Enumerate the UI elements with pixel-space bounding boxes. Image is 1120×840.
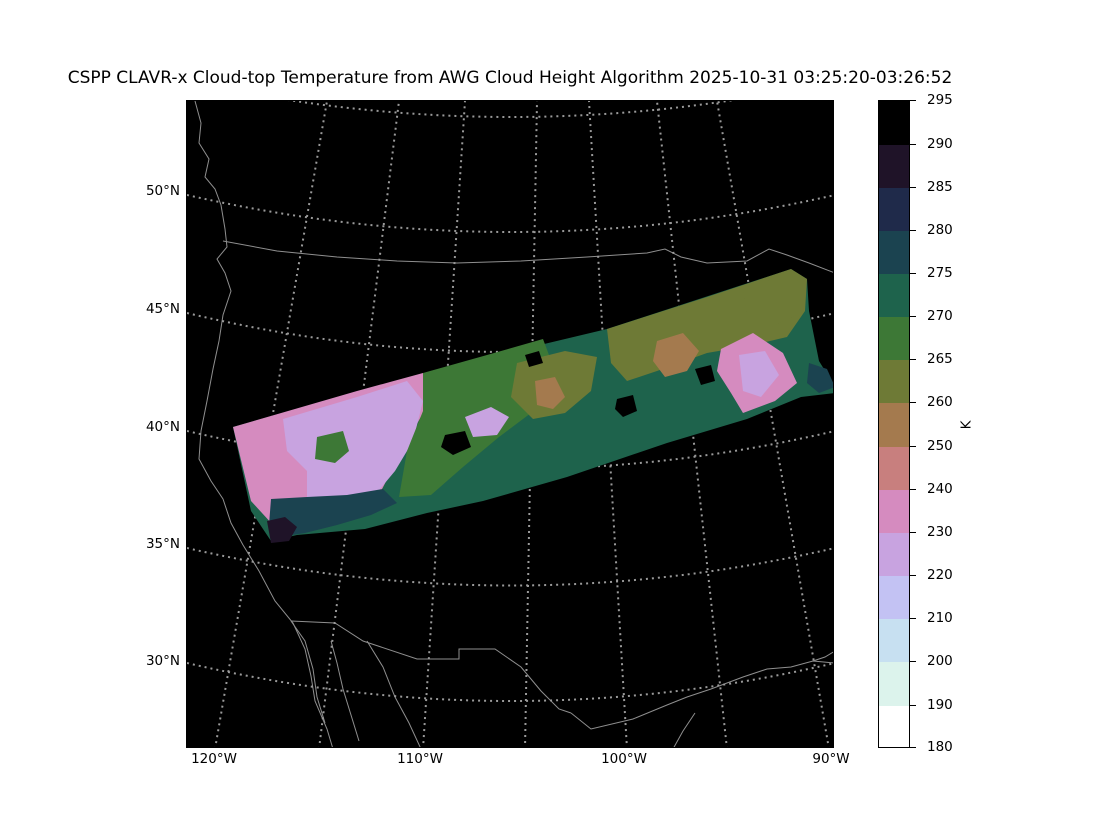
canada-us-border — [222, 240, 833, 273]
lat-label-30n: 30°N — [145, 653, 180, 669]
swath-hole-3 — [525, 351, 543, 367]
colorbar-label-180: 180 — [927, 739, 953, 755]
colorbar-segment-290-295 — [879, 101, 909, 145]
colorbar-segment-270-275 — [879, 274, 909, 317]
colorbar-tick — [910, 316, 916, 317]
colorbar-label-270: 270 — [927, 308, 953, 324]
lat-label-35n: 35°N — [145, 536, 180, 552]
colorbar-tick — [910, 661, 916, 662]
colorbar-label-265: 265 — [927, 351, 953, 367]
swath-southwest-teal — [269, 489, 397, 537]
map-panel[interactable] — [186, 100, 834, 748]
map-title: CSPP CLAVR-x Cloud-top Temperature from … — [67, 68, 953, 88]
map-canvas — [187, 101, 833, 747]
colorbar-tick — [910, 747, 916, 748]
lon-label-100w: 100°W — [601, 751, 647, 767]
colorbar-tick — [910, 187, 916, 188]
lat-label-50n: 50°N — [145, 183, 180, 199]
colorbar — [878, 100, 910, 748]
swath-center-pink-patch — [465, 407, 509, 437]
colorbar-segment-200-210 — [879, 619, 909, 662]
colorbar-label-230: 230 — [927, 524, 953, 540]
colorbar-segment-265-270 — [879, 317, 909, 360]
meridian-90w — [716, 101, 830, 747]
colorbar-segment-275-280 — [879, 231, 909, 274]
colorbar-tick — [910, 100, 916, 101]
colorbar-segment-210-220 — [879, 576, 909, 619]
colorbar-tick — [910, 359, 916, 360]
colorbar-tick — [910, 705, 916, 706]
lon-label-120w: 120°W — [191, 751, 237, 767]
colorbar-unit-label: K — [958, 420, 975, 430]
colorbar-tick — [910, 144, 916, 145]
colorbar-label-250: 250 — [927, 438, 953, 454]
swath-east-teal — [807, 363, 833, 393]
swath-west-green-ring — [315, 431, 349, 463]
colorbar-label-210: 210 — [927, 610, 953, 626]
swath-west-lavender — [283, 381, 423, 505]
swath-hole-4 — [695, 365, 715, 385]
swath-hole-2 — [615, 395, 637, 417]
colorbar-label-240: 240 — [927, 481, 953, 497]
swath-southwest-dark — [267, 517, 297, 543]
swath-northeast-olive — [743, 273, 803, 327]
colorbar-label-290: 290 — [927, 136, 953, 152]
colorbar-label-260: 260 — [927, 394, 953, 410]
mexico-gulf-coast — [673, 712, 696, 747]
colorbar-segment-220-230 — [879, 533, 909, 576]
coastlines — [194, 101, 833, 747]
meridian-120w — [214, 101, 328, 747]
us-mexico-border — [290, 620, 572, 714]
colorbar-tick — [910, 273, 916, 274]
colorbar-tick — [910, 230, 916, 231]
colorbar-tick — [910, 402, 916, 403]
colorbar-tick — [910, 618, 916, 619]
colorbar-segment-230-240 — [879, 490, 909, 533]
gulf-of-california-coast — [330, 640, 360, 742]
cloud-swath — [233, 269, 833, 543]
baja-coastline — [290, 620, 326, 724]
swath-hole-1 — [441, 431, 471, 455]
meridian-115w — [318, 101, 400, 747]
colorbar-tick — [910, 575, 916, 576]
colorbar-segment-180-190 — [879, 706, 909, 747]
colorbar-label-220: 220 — [927, 567, 953, 583]
colorbar-label-275: 275 — [927, 265, 953, 281]
colorbar-tick — [910, 489, 916, 490]
colorbar-segment-285-290 — [879, 145, 909, 188]
colorbar-segment-280-285 — [879, 188, 909, 231]
florida-coast — [812, 651, 833, 662]
gulf-coast — [570, 660, 833, 730]
colorbar-label-280: 280 — [927, 222, 953, 238]
colorbar-segment-240-250 — [879, 447, 909, 490]
colorbar-segment-260-265 — [879, 360, 909, 403]
swath-east-lavender — [739, 351, 779, 397]
colorbar-tick — [910, 532, 916, 533]
colorbar-segment-250-260 — [879, 403, 909, 447]
colorbar-segment-190-200 — [879, 662, 909, 706]
lat-label-45n: 45°N — [145, 301, 180, 317]
swath-center-tan — [535, 377, 565, 409]
colorbar-label-285: 285 — [927, 179, 953, 195]
colorbar-label-190: 190 — [927, 697, 953, 713]
colorbar-tick — [910, 446, 916, 447]
lon-label-90w: 90°W — [812, 751, 850, 767]
colorbar-label-295: 295 — [927, 92, 953, 108]
lat-label-40n: 40°N — [145, 419, 180, 435]
lon-label-110w: 110°W — [397, 751, 443, 767]
swath-east-tan — [653, 333, 699, 377]
colorbar-label-200: 200 — [927, 653, 953, 669]
